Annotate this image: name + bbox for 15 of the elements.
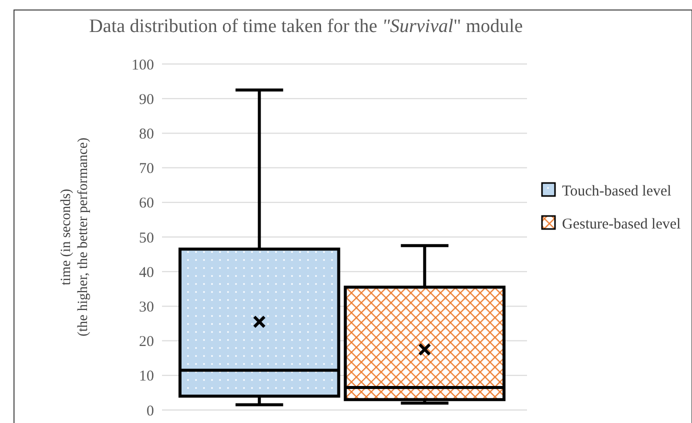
y-tick-label: 100 [132,57,154,74]
y-tick-label: 90 [139,92,154,108]
y-tick-label: 60 [139,196,154,212]
y-tick-label: 20 [139,334,154,350]
y-tick-label: 80 [139,126,154,142]
y-axis-title: time (in seconds) (the higher, the better performance) [59,137,91,336]
y-tick-label: 10 [139,368,154,385]
y-tick-label: 50 [139,230,154,246]
chart-title: Data distribution of time taken for the "Survival" module [89,16,523,37]
legend-label: Touch-based level [562,183,672,200]
y-tick-label: 70 [139,161,154,178]
legend-label: Gesture-based level [562,216,681,232]
y-tick-label: 30 [139,299,154,316]
y-tick-label: 0 [146,403,154,420]
y-tick-label: 40 [139,264,154,281]
